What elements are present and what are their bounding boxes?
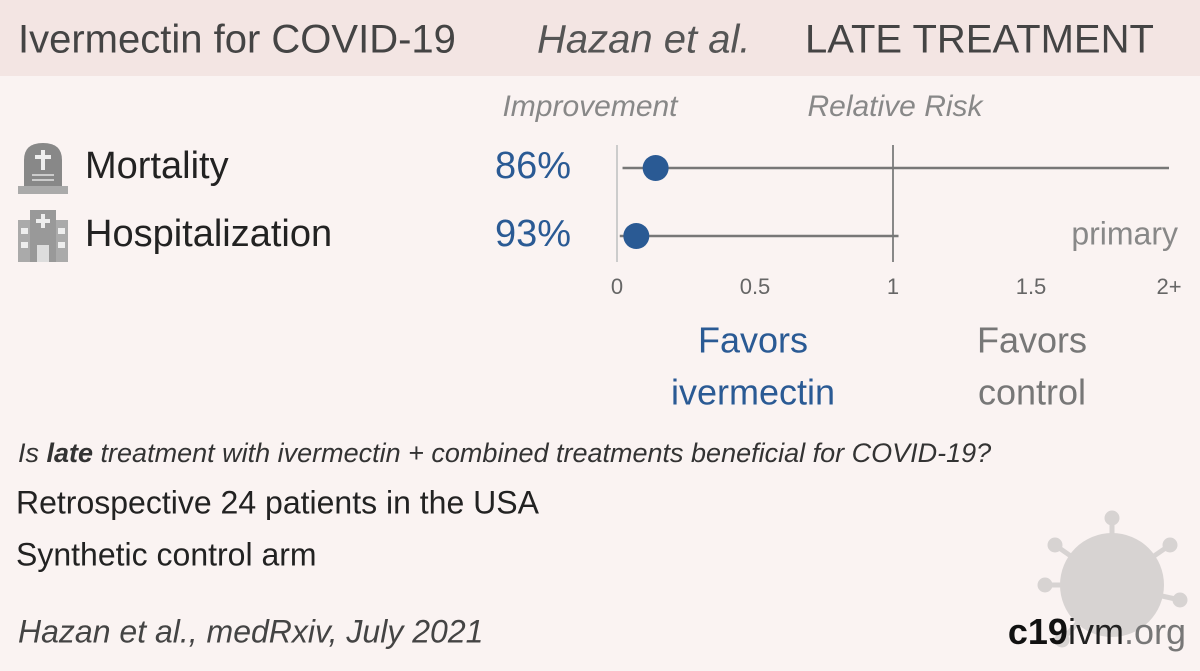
axis-header: Relative Risk (807, 90, 984, 123)
title: Ivermectin for COVID-19 (18, 18, 456, 62)
x-tick-label: 2+ (1156, 274, 1181, 299)
virus-decoration (1037, 510, 1188, 648)
citation: Hazan et al., medRxiv, July 2021 (18, 613, 483, 649)
title-bar (0, 0, 1200, 76)
favors-left: Favors (698, 320, 808, 361)
question-part: treatment with ivermectin + combined tre… (93, 438, 991, 468)
x-tick-label: 0 (611, 274, 623, 299)
logo-part: .org (1124, 611, 1186, 652)
point-estimate (623, 223, 650, 249)
tag: LATE TREATMENT (805, 18, 1154, 62)
subtitle: Hazan et al. (537, 18, 750, 62)
x-tick-label: 1 (887, 274, 899, 299)
x-tick-label: 1.5 (1016, 274, 1047, 299)
row-note: primary (1071, 215, 1178, 251)
logo-part: ivm (1068, 611, 1124, 652)
logo-part: c19 (1008, 611, 1068, 652)
detail: Retrospective 24 patients in the USA (16, 484, 540, 520)
question-part: Is (18, 438, 47, 468)
logo: c19ivm.org (1008, 611, 1186, 652)
question: Is late treatment with ivermectin + comb… (18, 438, 991, 468)
improvement-label: 86% (495, 145, 571, 187)
question-emphasis: late (47, 438, 94, 468)
favors-right: control (978, 372, 1086, 413)
x-tick-label: 0.5 (740, 274, 771, 299)
detail: Synthetic control arm (16, 536, 317, 572)
improvement-label: 93% (495, 213, 571, 255)
improvement-header: Improvement (502, 90, 679, 123)
hospital-icon (18, 210, 68, 262)
favors-left: ivermectin (671, 372, 835, 413)
category-label: Mortality (85, 145, 229, 187)
category-label: Hospitalization (85, 213, 332, 255)
point-estimate (642, 155, 669, 181)
favors-right: Favors (977, 320, 1087, 361)
tombstone-icon (18, 143, 68, 194)
